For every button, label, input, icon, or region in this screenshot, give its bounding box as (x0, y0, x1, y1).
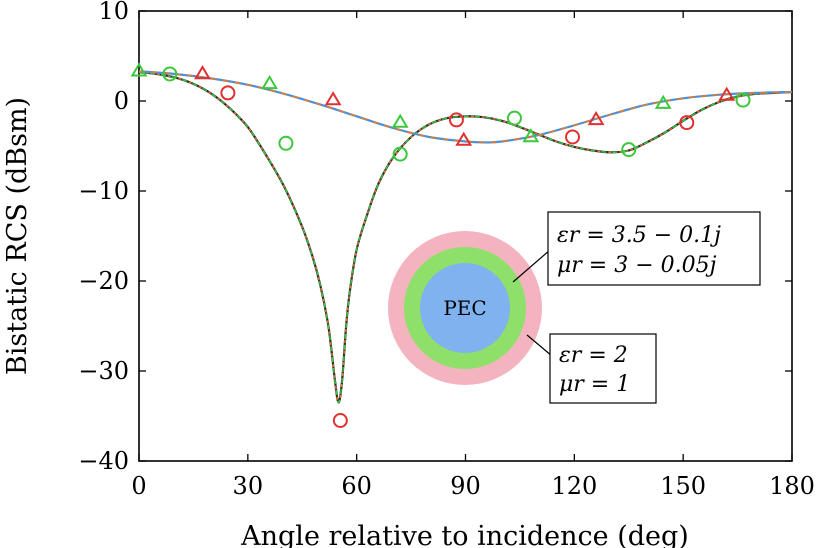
series-line-1-overlay-orange (139, 70, 792, 144)
marker-triangle (261, 74, 279, 90)
marker-circle (735, 92, 751, 108)
marker-circle (506, 110, 522, 126)
outer-layer-mu: μr = 3 − 0.05j (557, 253, 717, 278)
inner-layer-eps: εr = 2 (559, 343, 628, 368)
marker-triangle (324, 91, 342, 106)
y-tick-label: −40 (78, 447, 129, 475)
marker-triangle (194, 65, 211, 80)
marker-circle (565, 129, 581, 145)
marker-circle (392, 146, 408, 162)
marker-triangle (391, 113, 409, 128)
marker-circle (278, 135, 294, 151)
x-tick-label: 150 (660, 472, 706, 500)
y-tick-label: −20 (78, 267, 129, 295)
marker-circle (679, 115, 695, 131)
marker-triangle (654, 94, 672, 109)
marker-triangle (587, 110, 605, 126)
x-tick-labels: 0 30 60 90 120 150 180 (131, 472, 815, 500)
marker-triangle (522, 128, 540, 143)
y-tick-label: 10 (98, 0, 129, 25)
outer-layer-box (547, 211, 761, 286)
y-tick-label: 0 (114, 87, 129, 115)
marker-circle (162, 66, 178, 82)
pec-label: PEC (443, 296, 486, 320)
x-tick-label: 90 (450, 472, 481, 500)
series-markers (130, 62, 751, 428)
pec-core (420, 263, 510, 353)
marker-triangle (718, 86, 736, 101)
series-line-0-overlay-green (139, 71, 792, 404)
x-tick-label: 120 (551, 472, 597, 500)
y-tick-label: −30 (78, 357, 129, 385)
outer-layer-eps: εr = 3.5 − 0.1j (557, 223, 721, 248)
axis-ticks (138, 10, 793, 462)
x-tick-label: 60 (341, 472, 372, 500)
x-tick-label: 0 (131, 472, 146, 500)
x-tick-label: 180 (769, 472, 815, 500)
x-tick-label: 30 (233, 472, 264, 500)
inner-layer-pointer (526, 334, 553, 357)
y-axis-title: Bistatic RCS (dBsm) (2, 97, 33, 375)
inner-layer-box (549, 333, 657, 404)
marker-circle (332, 413, 348, 428)
series-lines (139, 70, 792, 404)
inner-layer-mu: μr = 1 (559, 372, 630, 397)
marker-circle (220, 85, 236, 101)
marker-circle (621, 142, 637, 158)
y-tick-label: −10 (78, 177, 129, 205)
x-axis-title: Angle relative to incidence (deg) (240, 521, 689, 548)
inset-schematic: PEC εr = 3.5 − 0.1j μr = 3 − 0.05j εr = … (388, 211, 761, 404)
outer-layer-pointer (512, 249, 551, 283)
marker-circle (448, 112, 464, 128)
marker-triangle (130, 62, 148, 77)
y-tick-labels: 10 0 −10 −20 −30 −40 (78, 0, 129, 475)
marker-triangle (455, 131, 473, 146)
